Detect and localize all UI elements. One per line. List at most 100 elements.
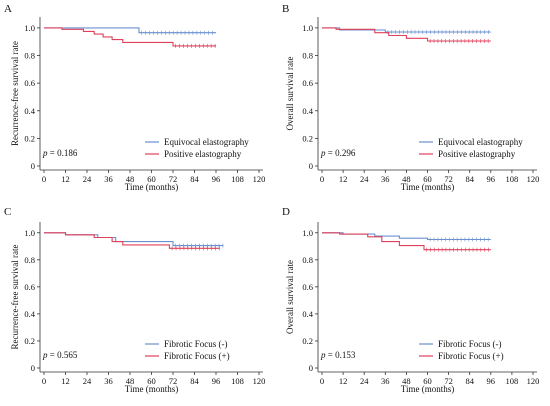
survival-curve-1 — [44, 27, 216, 34]
x-tick-label: 96 — [212, 174, 221, 184]
y-tick-label: 1.0 — [24, 23, 35, 33]
x-tick-label: 72 — [169, 376, 178, 386]
p-value: p = 0.296 — [320, 148, 356, 158]
x-tick-label: 60 — [147, 174, 156, 184]
x-tick-label: 36 — [104, 174, 113, 184]
panel-c: C 0 0.2 0.4 0.6 0.8 1.0 0 12 24 36 48 60 72 84 96 108 120… — [4, 206, 265, 394]
y-tick-label: 0.4 — [302, 106, 313, 116]
x-tick-label: 84 — [190, 174, 199, 184]
x-tick-label: 36 — [104, 376, 113, 386]
x-tick-label: 0 — [320, 174, 324, 184]
x-tick-label: 36 — [381, 174, 390, 184]
legend-label: Fibrotic Focus (-) — [164, 339, 228, 349]
y-tick-label: 0.6 — [24, 282, 35, 292]
panel-b: B 0 0.2 0.4 0.6 0.8 1.0 0 12 24 36 48 60 72 84 96 108 120… — [282, 3, 539, 192]
survival-curve-2 — [44, 27, 216, 47]
x-tick-label: 96 — [487, 376, 496, 386]
y-axis-title: Recurrence-free survival rate — [10, 245, 20, 350]
y-tick-label: 0.2 — [302, 336, 313, 346]
x-tick-label: 84 — [190, 376, 199, 386]
survival-curve-2 — [322, 232, 491, 251]
x-tick-label: 48 — [402, 174, 411, 184]
p-value-symbol: p — [42, 148, 48, 158]
x-tick-label: 96 — [212, 376, 221, 386]
y-tick-label: 0 — [31, 363, 35, 373]
x-tick-label: 48 — [126, 376, 135, 386]
y-axis-title: Recurrence-free survival rate — [10, 41, 20, 146]
x-tick-label: 84 — [465, 376, 474, 386]
y-tick-label: 0 — [309, 161, 313, 171]
y-axis-title: Overall survival rate — [285, 57, 295, 131]
survival-curve-2 — [44, 232, 220, 249]
panel-a: A 0 0.2 0.4 0.6 0.8 1.0 0 12 24 36 48 60 72 84 96 108 120… — [4, 3, 265, 192]
survival-curve-1 — [322, 232, 491, 241]
y-tick-label: 0.8 — [302, 255, 313, 265]
x-tick-label: 24 — [360, 376, 369, 386]
x-tick-label: 108 — [506, 376, 519, 386]
y-tick-label: 0.8 — [24, 51, 35, 61]
y-tick-label: 0.8 — [24, 255, 35, 265]
y-tick-label: 1.0 — [302, 228, 313, 238]
x-tick-label: 36 — [381, 376, 390, 386]
x-tick-label: 120 — [527, 174, 540, 184]
y-tick-label: 0.6 — [24, 78, 35, 88]
legend-label: Equivocal elastography — [164, 137, 249, 147]
y-tick-label: 0 — [309, 363, 313, 373]
x-tick-label: 72 — [444, 174, 453, 184]
p-value: p = 0.186 — [42, 148, 78, 158]
x-tick-label: 48 — [126, 174, 135, 184]
legend-label: Fibrotic Focus (+) — [164, 351, 230, 361]
x-tick-label: 108 — [506, 174, 519, 184]
panel-letter: B — [282, 3, 289, 15]
y-tick-label: 0.2 — [24, 133, 35, 143]
x-tick-label: 120 — [253, 174, 266, 184]
x-tick-label: 12 — [61, 376, 70, 386]
y-tick-label: 0.2 — [24, 336, 35, 346]
p-value-number: = 0.153 — [326, 350, 356, 360]
p-value-number: = 0.186 — [48, 148, 78, 158]
y-tick-label: 0.4 — [302, 309, 313, 319]
y-tick-label: 0.6 — [302, 282, 313, 292]
x-tick-label: 120 — [253, 376, 266, 386]
x-tick-label: 24 — [83, 174, 92, 184]
x-tick-label: 72 — [169, 174, 178, 184]
legend-label: Positive elastography — [164, 149, 242, 159]
y-tick-label: 0.8 — [302, 51, 313, 61]
p-value: p = 0.565 — [42, 350, 78, 360]
x-tick-label: 12 — [61, 174, 70, 184]
y-tick-label: 0.4 — [24, 309, 35, 319]
p-value-number: = 0.296 — [326, 148, 356, 158]
x-tick-label: 0 — [42, 174, 46, 184]
x-tick-label: 24 — [83, 376, 92, 386]
legend-label: Fibrotic Focus (+) — [438, 351, 504, 361]
legend-label: Positive elastography — [438, 149, 516, 159]
y-tick-label: 1.0 — [302, 23, 313, 33]
legend-label: Fibrotic Focus (-) — [438, 339, 502, 349]
panel-letter: A — [4, 3, 12, 15]
p-value-number: = 0.565 — [48, 350, 78, 360]
x-tick-label: 0 — [320, 376, 324, 386]
y-tick-label: 0.4 — [24, 106, 35, 116]
legend-label: Equivocal elastography — [438, 137, 523, 147]
p-value-symbol: p — [320, 350, 326, 360]
survival-curve-2 — [322, 27, 491, 42]
survival-curve-1 — [322, 27, 491, 33]
x-tick-label: 24 — [360, 174, 369, 184]
x-tick-label: 84 — [465, 174, 474, 184]
x-tick-label: 12 — [339, 174, 348, 184]
x-tick-label: 72 — [444, 376, 453, 386]
x-axis-title: Time (months) — [401, 182, 454, 192]
x-tick-label: 108 — [231, 376, 244, 386]
p-value-symbol: p — [320, 148, 326, 158]
y-tick-label: 1.0 — [24, 228, 35, 238]
panel-d: D 0 0.2 0.4 0.6 0.8 1.0 0 12 24 36 48 60 72 84 96 108 120… — [282, 206, 539, 394]
x-tick-label: 108 — [231, 174, 244, 184]
panel-letter: D — [282, 206, 290, 218]
x-axis-title: Time (months) — [401, 384, 454, 394]
p-value-symbol: p — [42, 350, 48, 360]
x-tick-label: 48 — [402, 376, 411, 386]
x-tick-label: 120 — [527, 376, 540, 386]
y-tick-label: 0.6 — [302, 78, 313, 88]
y-axis-title: Overall survival rate — [285, 260, 295, 334]
